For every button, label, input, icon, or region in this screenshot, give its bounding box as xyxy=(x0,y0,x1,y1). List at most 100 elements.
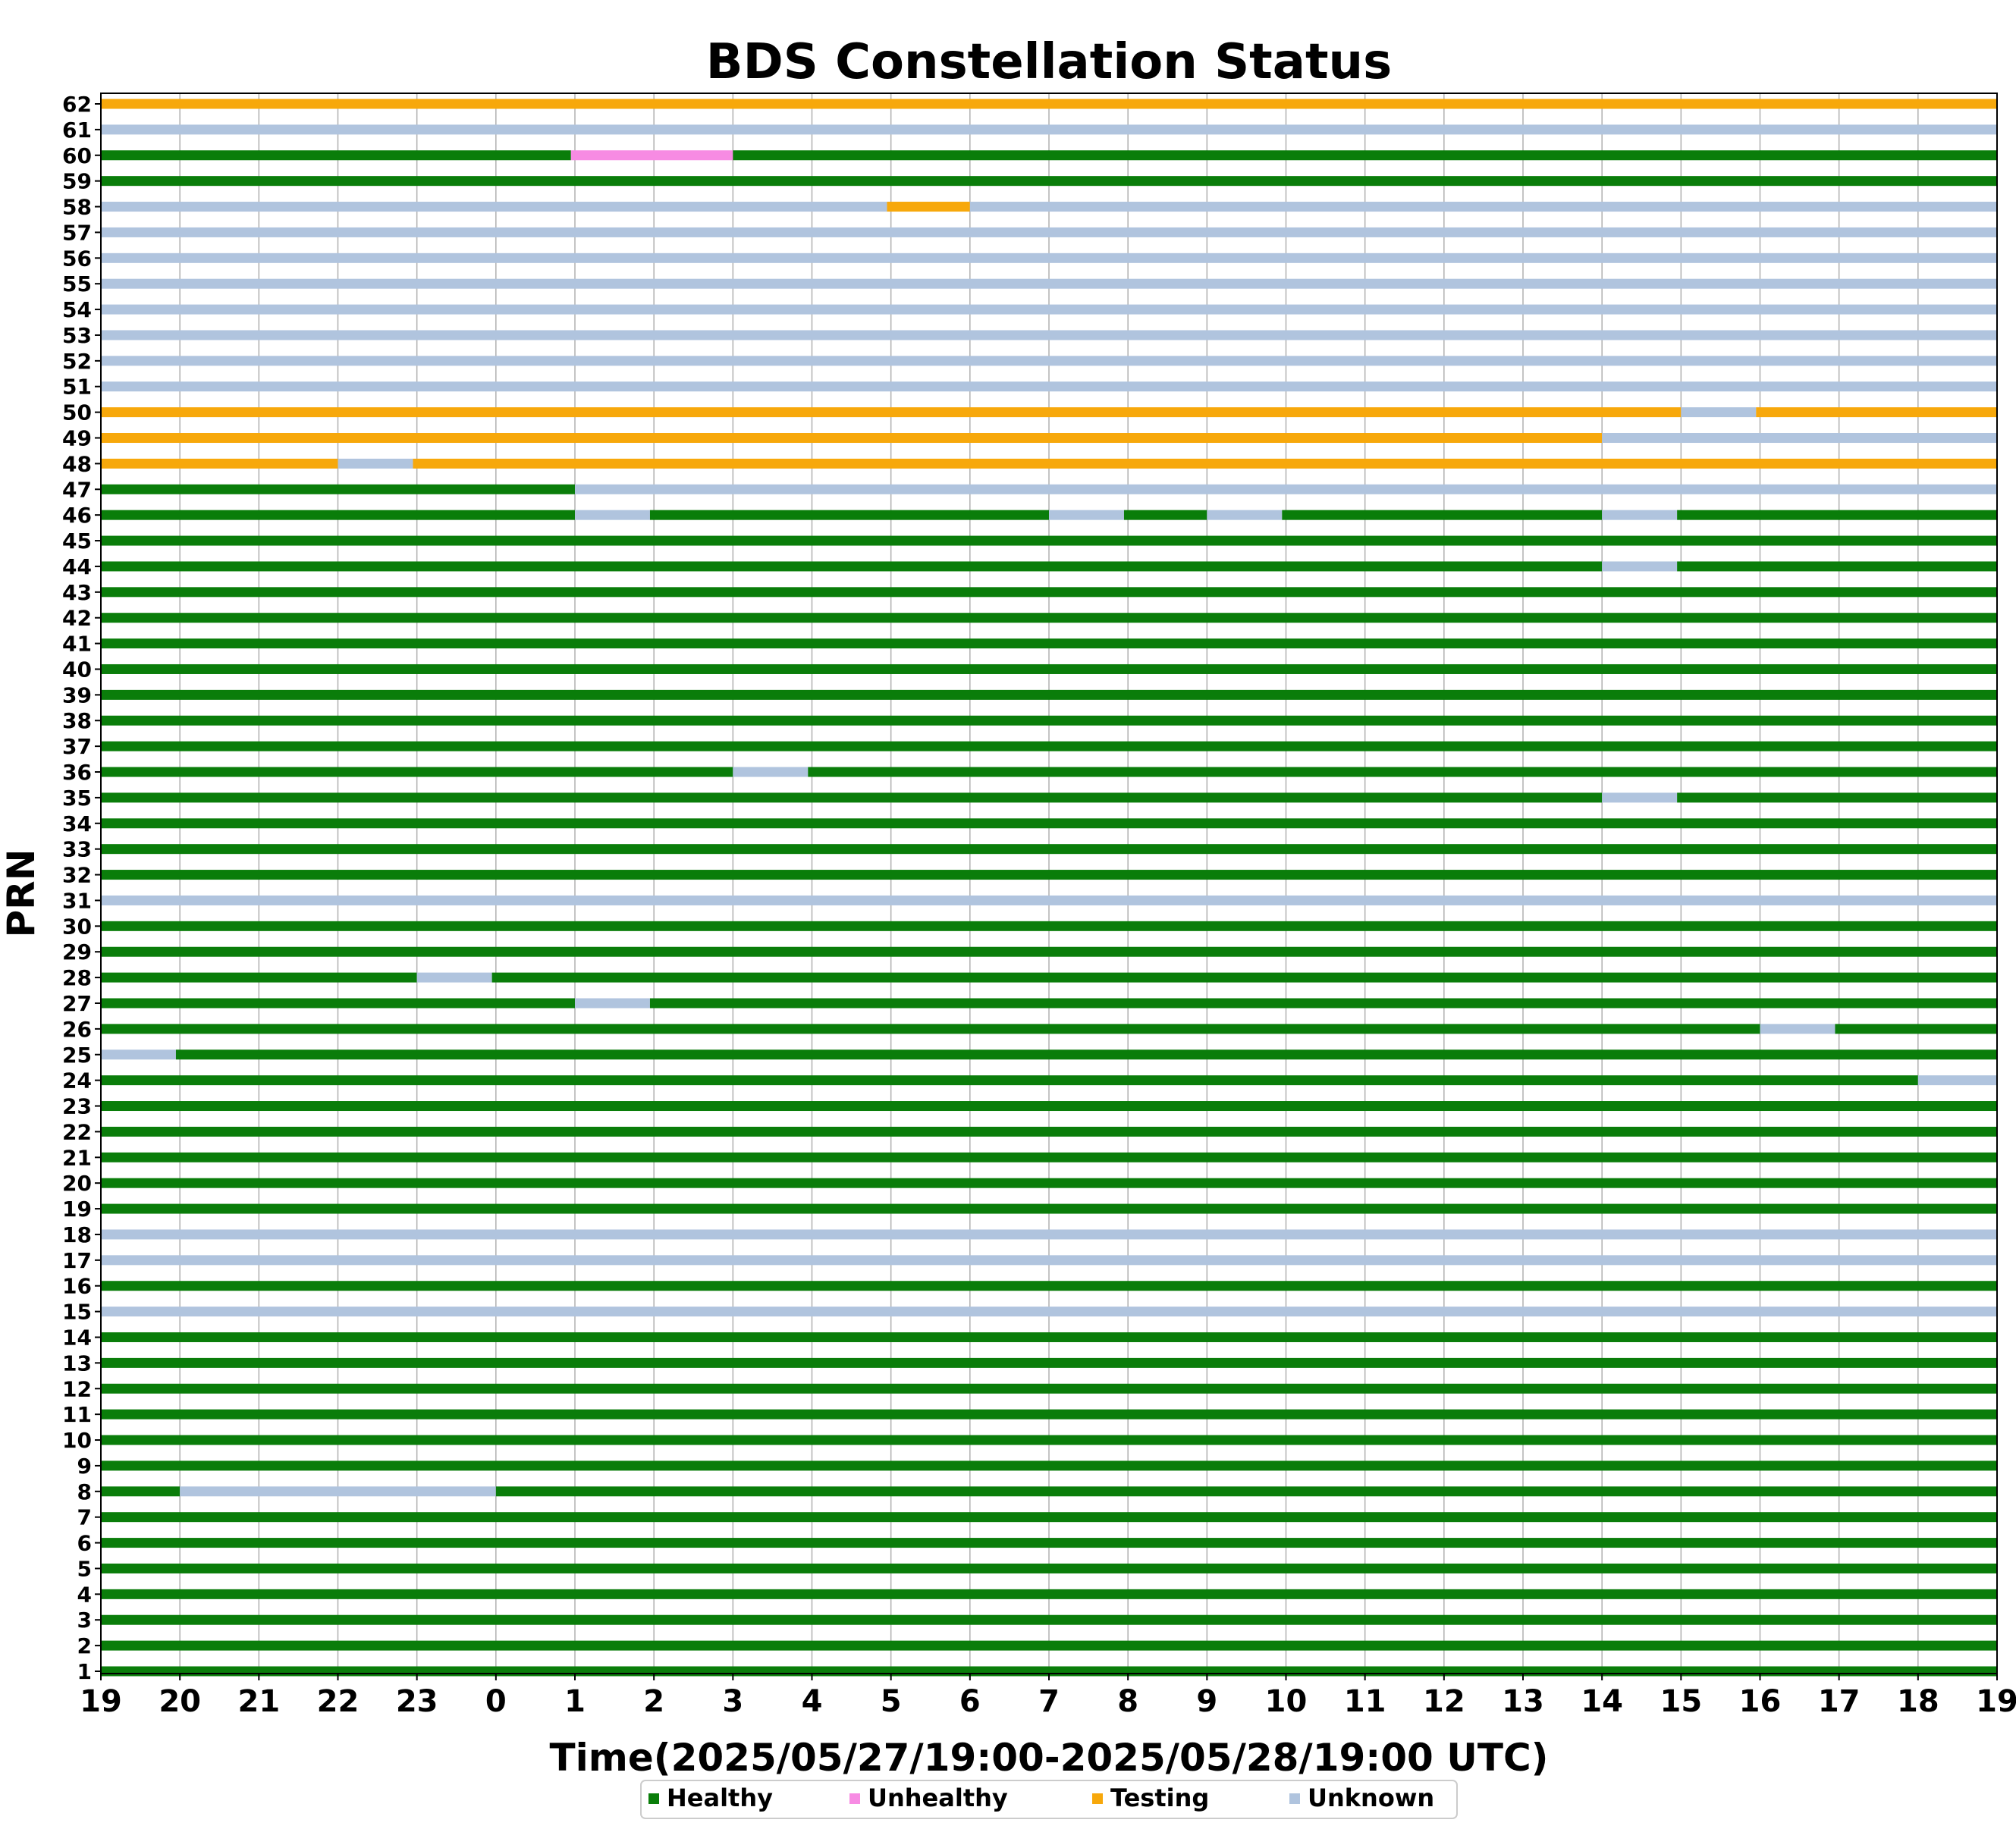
y-tick-label: 33 xyxy=(62,837,92,862)
status-segment-prn-48-testing xyxy=(101,458,338,469)
status-segment-prn-45-healthy xyxy=(101,535,1997,546)
status-segment-prn-48-unknown xyxy=(338,458,413,469)
y-tick-label: 11 xyxy=(62,1402,92,1427)
status-segment-prn-16-healthy xyxy=(101,1281,1997,1291)
y-tick-label: 36 xyxy=(62,760,92,785)
x-tick-label: 7 xyxy=(1038,1684,1060,1719)
y-tick-label: 6 xyxy=(77,1531,92,1556)
status-segment-prn-23-healthy xyxy=(101,1101,1997,1112)
legend-label-testing: Testing xyxy=(1110,1784,1209,1812)
status-segment-prn-2-healthy xyxy=(101,1640,1997,1651)
x-tick-label: 17 xyxy=(1818,1684,1861,1719)
status-segment-prn-7-healthy xyxy=(101,1512,1997,1523)
x-tick-label: 9 xyxy=(1196,1684,1217,1719)
legend-box xyxy=(640,1780,1458,1819)
legend: Healthy Unhealthy Testing Unknown xyxy=(640,1780,1458,1819)
y-tick-label: 51 xyxy=(62,375,92,400)
x-axis-label: Time(2025/05/27/19:00-2025/05/28/19:00 U… xyxy=(549,1736,1548,1780)
x-tick-label: 20 xyxy=(159,1684,201,1719)
y-tick-label: 12 xyxy=(62,1376,92,1401)
x-tick-label: 10 xyxy=(1265,1684,1308,1719)
x-tick-label: 11 xyxy=(1344,1684,1386,1719)
status-segment-prn-31-unknown xyxy=(101,895,1997,905)
x-tick-label: 16 xyxy=(1739,1684,1782,1719)
y-tick-label: 48 xyxy=(62,451,92,476)
y-tick-label: 60 xyxy=(62,143,92,168)
status-segment-prn-57-unknown xyxy=(101,227,1997,237)
x-tick-label: 22 xyxy=(317,1684,360,1719)
x-tick-label: 3 xyxy=(722,1684,743,1719)
y-tick-label: 18 xyxy=(62,1222,92,1247)
x-tick-label: 6 xyxy=(959,1684,981,1719)
y-tick-label: 5 xyxy=(77,1556,92,1581)
status-segment-prn-36-healthy xyxy=(101,767,733,777)
status-segment-prn-56-unknown xyxy=(101,253,1997,263)
status-segment-prn-10-healthy xyxy=(101,1435,1997,1445)
status-segment-prn-28-unknown xyxy=(416,972,492,983)
y-tick-label: 30 xyxy=(62,914,92,939)
status-segment-prn-8-healthy xyxy=(101,1486,181,1497)
y-tick-label: 44 xyxy=(62,554,92,579)
status-segment-prn-14-healthy xyxy=(101,1332,1997,1342)
status-segment-prn-33-healthy xyxy=(101,844,1997,855)
y-tick-label: 19 xyxy=(62,1197,92,1222)
status-segment-prn-27-healthy xyxy=(101,998,575,1009)
status-segment-prn-42-healthy xyxy=(101,613,1997,623)
status-segment-prn-19-healthy xyxy=(101,1203,1997,1214)
y-tick-label: 9 xyxy=(77,1454,92,1479)
status-segment-prn-22-healthy xyxy=(101,1126,1997,1137)
status-segment-prn-49-unknown xyxy=(1602,433,1997,444)
legend-swatch-healthy xyxy=(648,1793,659,1804)
status-segment-prn-24-healthy xyxy=(101,1075,1918,1086)
status-segment-prn-50-testing xyxy=(1756,407,1997,418)
y-tick-label: 43 xyxy=(62,580,92,605)
y-tick-label: 8 xyxy=(77,1479,92,1504)
y-tick-label: 20 xyxy=(62,1171,92,1196)
status-segment-prn-52-unknown xyxy=(101,356,1997,366)
y-tick-label: 50 xyxy=(62,400,92,425)
y-tick-label: 55 xyxy=(62,271,92,296)
y-tick-label: 38 xyxy=(62,708,92,733)
status-segment-prn-37-healthy xyxy=(101,741,1997,751)
x-tick-label: 1 xyxy=(564,1684,586,1719)
status-segment-prn-26-healthy xyxy=(101,1024,1760,1034)
y-tick-label: 39 xyxy=(62,682,92,707)
y-tick-label: 1 xyxy=(77,1659,92,1684)
y-tick-label: 52 xyxy=(62,349,92,374)
y-tick-label: 32 xyxy=(62,863,92,888)
status-segment-prn-11-healthy xyxy=(101,1409,1997,1420)
status-segment-prn-13-healthy xyxy=(101,1357,1997,1368)
status-segment-prn-27-unknown xyxy=(575,998,650,1009)
status-segment-prn-46-unknown xyxy=(1049,510,1124,520)
status-segment-prn-46-healthy xyxy=(1282,510,1603,520)
y-tick-label: 27 xyxy=(62,991,92,1016)
legend-label-healthy: Healthy xyxy=(667,1784,773,1812)
status-segment-prn-46-healthy xyxy=(1677,510,1997,520)
y-tick-label: 23 xyxy=(62,1094,92,1119)
x-tick-label: 23 xyxy=(396,1684,438,1719)
legend-label-unknown: Unknown xyxy=(1308,1784,1434,1812)
x-tick-label: 4 xyxy=(802,1684,823,1719)
status-segment-prn-26-healthy xyxy=(1835,1024,1997,1034)
status-segment-prn-44-unknown xyxy=(1602,561,1678,572)
status-segment-prn-30-healthy xyxy=(101,921,1997,931)
status-segment-prn-58-unknown xyxy=(969,202,1997,212)
y-tick-label: 16 xyxy=(62,1274,92,1299)
status-segment-prn-21-healthy xyxy=(101,1152,1997,1162)
y-tick-label: 25 xyxy=(62,1043,92,1068)
x-axis-ticks: 19 20 21 22 23 0 1 2 3 4 5 6 7 8 9 10 11 12 13 14 15 16 17 18 19 xyxy=(80,1674,2016,1719)
status-segment-prn-17-unknown xyxy=(101,1255,1997,1266)
y-tick-label: 62 xyxy=(62,92,92,117)
y-tick-label: 47 xyxy=(62,477,92,502)
y-tick-label: 35 xyxy=(62,786,92,811)
x-tick-label: 12 xyxy=(1423,1684,1465,1719)
y-tick-label: 10 xyxy=(62,1428,92,1453)
status-segment-prn-61-unknown xyxy=(101,124,1997,135)
y-tick-label: 14 xyxy=(62,1325,92,1350)
x-tick-label: 8 xyxy=(1117,1684,1138,1719)
y-tick-label: 28 xyxy=(62,965,92,990)
y-axis-ticks: 1234567891011121314151617181920212223242… xyxy=(62,92,101,1684)
legend-label-unhealthy: Unhealthy xyxy=(868,1784,1008,1812)
status-segment-prn-50-unknown xyxy=(1681,407,1757,418)
